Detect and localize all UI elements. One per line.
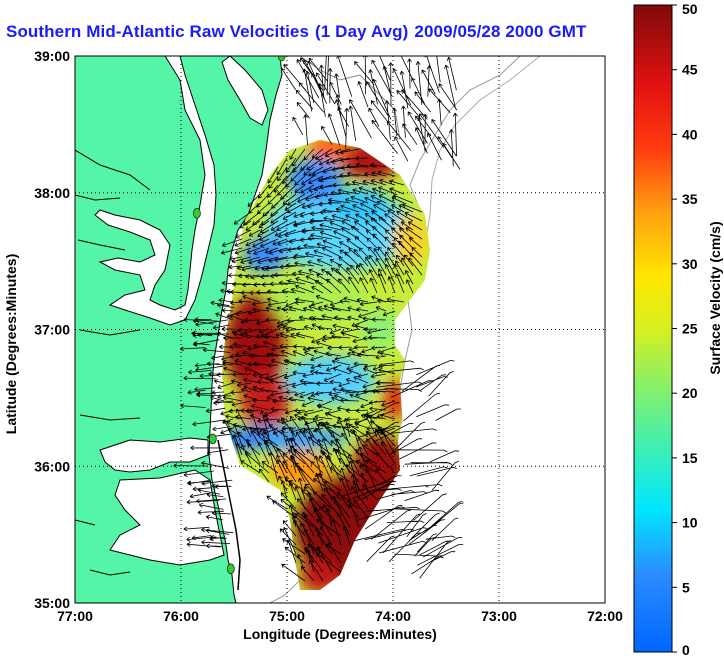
colorbar-gradient bbox=[633, 4, 673, 653]
y-tick-labels: 39:00 38:00 37:00 36:00 35:00 bbox=[34, 48, 70, 611]
plot-frame bbox=[74, 55, 606, 604]
x-tick-label: 75:00 bbox=[269, 608, 305, 624]
colorbar-tick: 0 bbox=[682, 642, 690, 658]
title-avg: (1 Day Avg) bbox=[315, 22, 409, 41]
y-tick-label: 35:00 bbox=[34, 595, 70, 611]
x-tick-labels: 77:00 76:00 75:00 74:00 73:00 72:00 bbox=[57, 608, 623, 624]
colorbar-tick: 15 bbox=[682, 450, 698, 466]
chesapeake-bay bbox=[94, 56, 217, 326]
station-marker bbox=[277, 56, 286, 62]
radar-stations bbox=[193, 56, 286, 575]
y-tick-label: 36:00 bbox=[34, 458, 70, 474]
river-lines bbox=[75, 149, 151, 576]
depth-contour-2 bbox=[424, 56, 541, 246]
y-axis-label: Latitude (Degrees:Minutes) bbox=[3, 253, 19, 435]
y-tick-label: 38:00 bbox=[34, 185, 70, 201]
station-marker bbox=[193, 207, 201, 219]
colorbar-tick: 25 bbox=[682, 321, 698, 337]
colorbar-tick: 35 bbox=[682, 191, 698, 207]
title-datetime: 2009/05/28 2000 GMT bbox=[414, 22, 587, 41]
x-tick-label: 77:00 bbox=[57, 608, 93, 624]
x-tick-label: 74:00 bbox=[375, 608, 411, 624]
albemarle-sound bbox=[99, 437, 209, 473]
pamlico-sound bbox=[109, 469, 225, 566]
colorbar-tick: 20 bbox=[682, 385, 698, 401]
vector-arrows-path bbox=[173, 56, 464, 582]
barrier-islands bbox=[217, 439, 241, 591]
station-marker bbox=[209, 433, 217, 445]
grid-lines bbox=[75, 56, 605, 603]
station-marker bbox=[227, 563, 235, 575]
x-tick-label: 72:00 bbox=[587, 608, 623, 624]
colorbar-tick: 5 bbox=[682, 579, 690, 595]
x-tick-label: 73:00 bbox=[481, 608, 517, 624]
title-prefix: Southern Mid-Atlantic Raw Velocities bbox=[6, 22, 310, 41]
velocity-vectors bbox=[173, 56, 464, 582]
colorbar-tick: 40 bbox=[682, 126, 698, 142]
delaware-bay bbox=[221, 56, 269, 126]
chart-title: Southern Mid-Atlantic Raw Velocities (1 D… bbox=[6, 22, 592, 42]
x-tick-label: 76:00 bbox=[163, 608, 199, 624]
colorbar-tick: 30 bbox=[682, 256, 698, 272]
y-tick-label: 37:00 bbox=[34, 322, 70, 338]
x-axis-label: Longitude (Degrees:Minutes) bbox=[243, 626, 437, 642]
y-tick-label: 39:00 bbox=[34, 48, 70, 64]
colorbar-tick: 50 bbox=[682, 1, 698, 17]
colorbar-tick: 10 bbox=[682, 515, 698, 531]
colorbar-label: Surface Velocity (cm/s) bbox=[707, 221, 723, 375]
colorbar-tick: 45 bbox=[682, 62, 698, 78]
depth-contour-3 bbox=[299, 56, 401, 141]
